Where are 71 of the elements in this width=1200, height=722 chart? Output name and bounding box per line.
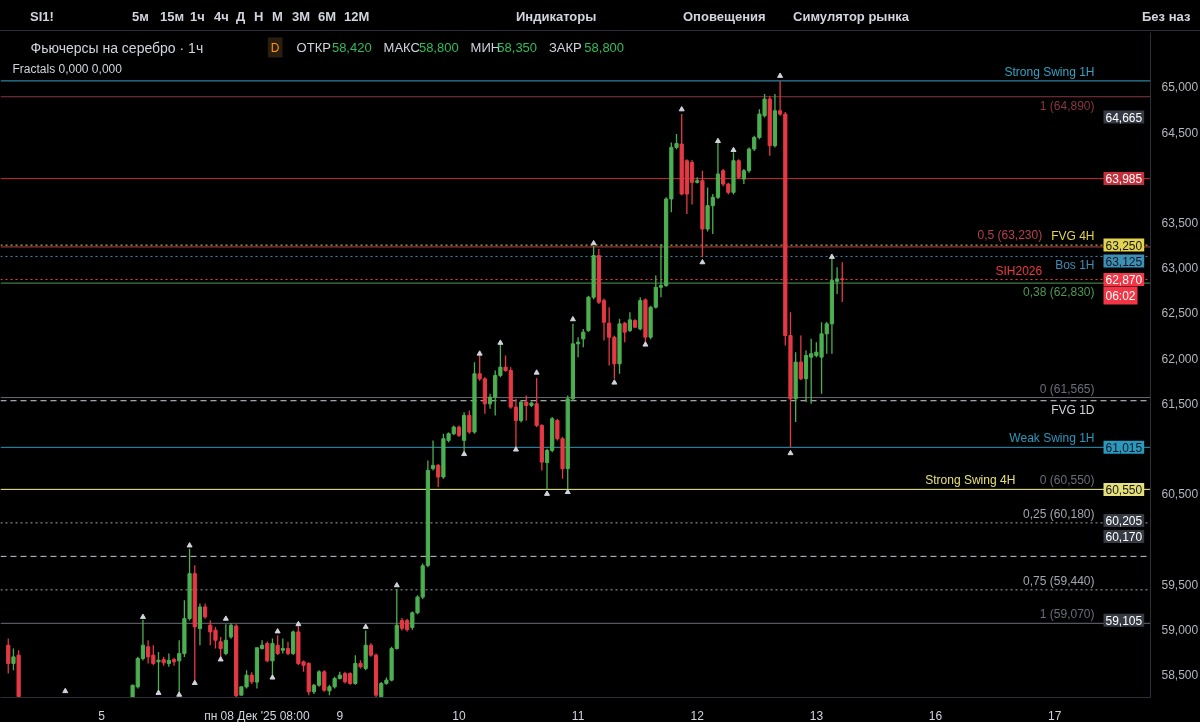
annotation: 58,800: [584, 40, 625, 55]
x-tick-label: пн 08 Дек '25 08:00: [204, 708, 311, 722]
annotation: 64,665: [1105, 110, 1143, 125]
text: Фьючерсы на серебро · 1ч: [30, 39, 204, 56]
ref-line-label: Weak Swing 1H: [1009, 431, 1095, 446]
annotation: 58,420: [331, 40, 372, 55]
text: 1ч: [190, 8, 205, 26]
x-tick-label: 13: [809, 708, 824, 722]
text: 4ч: [214, 8, 229, 26]
annotation: 59,105: [1105, 613, 1143, 628]
annotation: МАКС: [383, 40, 420, 55]
text: 5м: [132, 8, 149, 26]
annotation: 58,350: [497, 40, 538, 55]
ref-line-label: 0 (60,550): [1039, 473, 1095, 488]
text: Fractals 0,000 0,000: [12, 61, 123, 76]
x-tick-label: 5: [98, 708, 106, 722]
annotation: 06:02: [1105, 288, 1136, 303]
annotation: 60,170: [1105, 530, 1143, 545]
ref-line-label: 1 (64,890): [1039, 98, 1095, 113]
x-tick-label: 16: [928, 708, 943, 722]
ref-line-label: 0 (61,565): [1039, 381, 1095, 396]
y-tick-label: 61,500: [1161, 396, 1199, 411]
ref-line-label: SIH2026: [995, 263, 1043, 278]
text: Д: [236, 8, 246, 26]
y-tick-label: 59,000: [1161, 623, 1199, 638]
y-tick-label: 59,500: [1161, 577, 1199, 592]
annotation: 63,985: [1105, 172, 1143, 187]
annotation: 62,870: [1105, 273, 1143, 287]
x-tick-label: 12: [690, 708, 705, 722]
text: Оповещения: [683, 8, 766, 26]
ref-line-label: 0,38 (62,830): [1023, 285, 1095, 300]
y-tick-label: 63,500: [1161, 216, 1199, 230]
ref-line-label: 0,5 (63,230): [977, 227, 1043, 242]
x-tick-label: 11: [571, 708, 585, 722]
annotation: 63,125: [1105, 254, 1143, 269]
y-tick-label: 60,500: [1161, 487, 1199, 502]
y-tick-label: 62,000: [1161, 351, 1199, 366]
annotation: D: [270, 40, 280, 55]
ref-line-label: FVG 4H: [1051, 229, 1095, 244]
text: 15м: [160, 8, 185, 26]
annotation: 60,550: [1105, 482, 1143, 497]
annotation: ОТКР: [296, 40, 331, 55]
annotation: 60,205: [1105, 514, 1143, 529]
annotation: 58,800: [418, 40, 459, 55]
x-tick-label: 17: [1047, 708, 1062, 722]
ref-line-label: 0,75 (59,440): [1023, 573, 1095, 588]
text: М: [272, 8, 283, 26]
ref-line-label: 0,25 (60,180): [1023, 506, 1095, 521]
y-tick-label: 65,000: [1161, 80, 1199, 95]
annotation: 61,015: [1105, 440, 1143, 455]
y-tick-label: 58,500: [1161, 668, 1199, 683]
ref-line-label: Bos 1H: [1055, 258, 1095, 273]
x-tick-label: 9: [336, 708, 344, 722]
text: Симулятор рынка: [793, 8, 910, 26]
text: Н: [254, 8, 264, 26]
y-tick-label: 63,000: [1161, 261, 1199, 276]
text: 3М: [292, 8, 311, 26]
text: 12М: [344, 8, 370, 26]
x-tick-label: 10: [452, 708, 466, 722]
text: Индикаторы: [516, 8, 597, 26]
text: 6М: [318, 8, 337, 26]
annotation: ЗАКР: [549, 40, 582, 55]
text: SI1!: [30, 8, 54, 26]
ref-line-label: FVG 1D: [1051, 402, 1095, 417]
annotation: 63,250: [1105, 238, 1143, 253]
y-tick-label: 62,500: [1161, 306, 1199, 321]
ref-line-label: Strong Swing 1H: [1004, 64, 1095, 79]
y-tick-label: 64,500: [1161, 125, 1199, 140]
ref-line-label: Strong Swing 4H: [925, 473, 1016, 488]
text: Без наз: [1142, 8, 1191, 26]
ref-line-label: 1 (59,070): [1039, 607, 1095, 622]
